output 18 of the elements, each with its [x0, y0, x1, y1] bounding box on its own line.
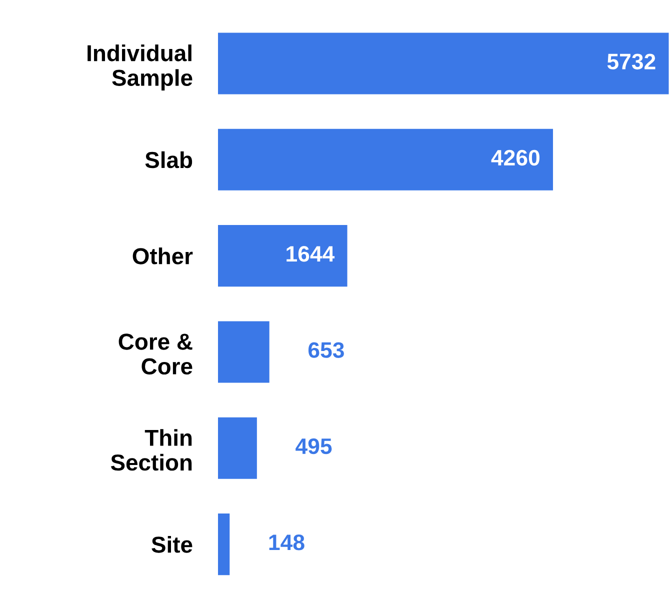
bar: [218, 225, 348, 287]
data-label: 148: [269, 534, 304, 550]
bar: [218, 128, 553, 190]
bar: [218, 514, 230, 576]
bar: [218, 417, 257, 479]
data-label: 1644: [286, 246, 335, 262]
bar: [218, 321, 270, 383]
y-tick-label: Site: [152, 536, 192, 553]
y-tick-label: Slab: [145, 151, 192, 168]
y-tick-label: Individual Sample: [88, 44, 192, 91]
bar: [218, 32, 669, 94]
data-label: 4260: [491, 150, 540, 166]
y-tick-label: Core & Core: [118, 334, 192, 374]
data-label: 495: [296, 438, 332, 454]
y-tick-label: Other: [132, 248, 193, 264]
y-tick-label: Thin Section: [110, 429, 192, 471]
data-label: 5732: [607, 54, 656, 70]
data-label: 653: [308, 342, 344, 358]
